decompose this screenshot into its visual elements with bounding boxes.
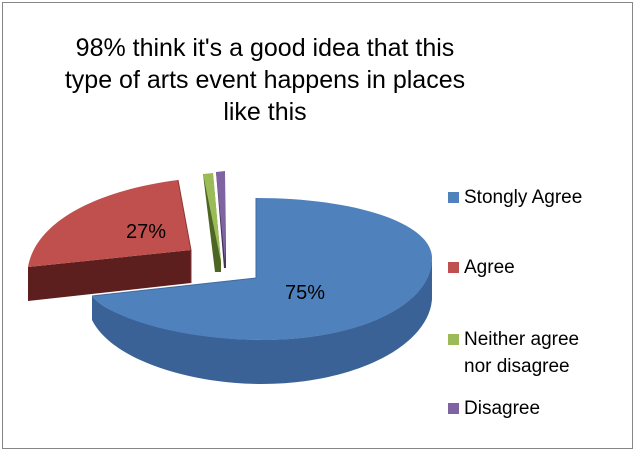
legend-label-disagree: Disagree bbox=[464, 395, 540, 422]
pie-slice-strongly-agree bbox=[92, 198, 432, 340]
chart-title: 98% think it's a good idea that this typ… bbox=[40, 32, 490, 128]
pie-side-neither bbox=[203, 174, 221, 272]
legend-text-strongly-agree: Stongly Agree bbox=[464, 187, 583, 208]
data-label-strongly-agree: 75% bbox=[285, 282, 325, 304]
legend-text-agree: Agree bbox=[464, 257, 515, 278]
legend-label-neither: Neither agree nor disagree bbox=[464, 326, 579, 380]
data-label-agree: 27% bbox=[126, 221, 166, 243]
legend-swatch-neither bbox=[448, 334, 459, 345]
legend-label-strongly-agree: Stongly Agree bbox=[464, 184, 582, 211]
legend-text-neither-line-1: Neither agree bbox=[464, 329, 580, 350]
pie-slice-disagree bbox=[216, 171, 225, 262]
legend-swatch-strongly-agree bbox=[448, 192, 459, 203]
legend-text-neither-line-2: nor disagree bbox=[464, 356, 570, 377]
legend-text-disagree: Disagree bbox=[464, 398, 541, 419]
chart-title-line-3: like this bbox=[223, 98, 307, 126]
chart-title-line-1: 98% think it's a good idea that this bbox=[75, 34, 455, 62]
legend-swatch-agree bbox=[448, 262, 459, 273]
pie-rim-strongly-agree bbox=[91, 198, 257, 297]
legend-swatch-disagree bbox=[448, 403, 459, 414]
pie-rim-agree bbox=[177, 179, 192, 283]
pie-side-strongly-agree-front bbox=[92, 258, 432, 384]
legend-label-agree: Agree bbox=[464, 254, 515, 281]
pie-slice-agree bbox=[28, 180, 191, 267]
chart-title-line-2: type of arts event happens in places bbox=[64, 66, 466, 94]
pie-slice-neither bbox=[203, 173, 221, 262]
